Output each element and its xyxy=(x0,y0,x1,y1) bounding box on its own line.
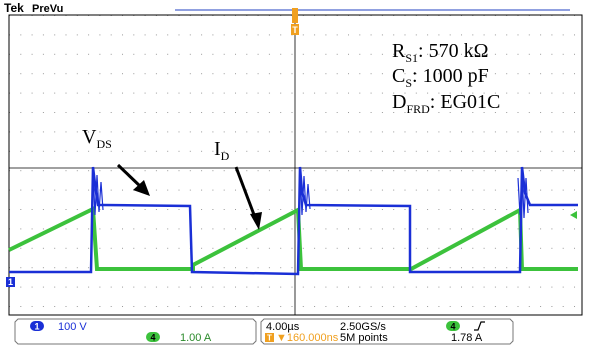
ch4-readout[interactable]: 4 1.00 A xyxy=(146,332,212,344)
ground-marker-label: 1 xyxy=(8,277,13,287)
ch4-scale: 1.00 A xyxy=(180,332,212,344)
trigger-readout[interactable]: 4 1.78 A xyxy=(446,321,485,344)
trigger-position-icon xyxy=(292,8,298,23)
graticule xyxy=(8,14,583,316)
scope-header: Tek PreVu xyxy=(4,1,570,15)
rising-edge-icon xyxy=(474,321,485,331)
channel-readout-box xyxy=(14,318,257,345)
trigger-position: ▼160.000ns xyxy=(276,332,339,344)
time-per-div: 4.00µs xyxy=(266,321,300,333)
timebase-readout-box xyxy=(260,318,514,345)
ringing-burst-2 xyxy=(299,169,311,216)
ch4-number: 4 xyxy=(150,333,155,343)
id-arrow-head xyxy=(250,212,262,230)
rs1-annotation: RS1: 570 kΩ xyxy=(392,40,488,65)
record-length: 5M points xyxy=(340,332,388,344)
trigger-t-icon xyxy=(265,333,274,342)
mode-label: PreVu xyxy=(32,3,63,15)
ch4-badge xyxy=(146,332,160,342)
vds-callout: VDS xyxy=(82,126,150,196)
vds-arrow-head xyxy=(133,180,150,196)
id-arrow xyxy=(234,166,258,221)
dfrd-annotation: DFRD: EG01C xyxy=(392,91,500,116)
waveforms xyxy=(8,166,578,276)
ch1-badge xyxy=(30,321,44,331)
trigger-level-icon xyxy=(570,211,577,219)
trigger-source: 4 xyxy=(450,322,455,332)
ringing-burst-1 xyxy=(92,169,104,216)
trigger-level: 1.78 A xyxy=(451,332,483,344)
graticule-dots xyxy=(9,15,582,315)
id-label: ID xyxy=(214,138,230,163)
ground-marker-ch1: 1 xyxy=(6,277,15,287)
trigger-source-badge xyxy=(446,321,460,331)
ringing-burst-3 xyxy=(517,169,529,219)
vds-arrow xyxy=(116,163,144,190)
trigger-t-label: T xyxy=(267,334,272,343)
cs-annotation: CS: 1000 pF xyxy=(392,65,489,90)
brand-label: Tek xyxy=(4,1,24,15)
ch1-readout[interactable]: 1 100 V xyxy=(30,321,87,333)
ch1-scale: 100 V xyxy=(58,321,87,333)
sample-rate: 2.50GS/s xyxy=(340,321,386,333)
trigger-position-marker: T xyxy=(291,8,299,35)
parameter-annotations: RS1: 570 kΩ CS: 1000 pF DFRD: EG01C xyxy=(392,40,500,116)
id-callout: ID xyxy=(214,138,262,230)
ringing xyxy=(92,169,529,219)
trigger-marker-label: T xyxy=(292,25,298,35)
vds-label: VDS xyxy=(82,126,112,151)
ch1-number: 1 xyxy=(34,322,39,332)
status-panel: 1 100 V 4 1.00 A 4.00µs 2.50GS/s T ▼160.… xyxy=(14,318,514,345)
